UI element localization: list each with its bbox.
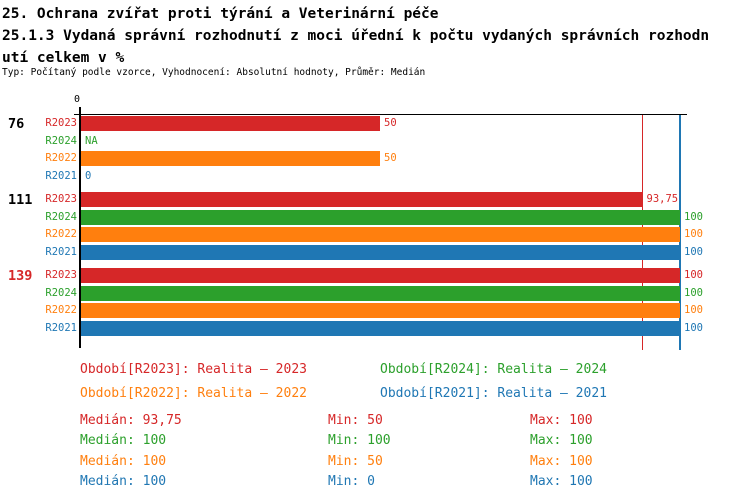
series-row-label: R2024 — [45, 134, 77, 147]
chapter-title: 25. Ochrana zvířat proti týrání a Veteri… — [2, 6, 439, 22]
bar-value-label: 100 — [684, 286, 703, 299]
series-row-label: R2023 — [45, 193, 77, 205]
bar-value-label: 50 — [384, 117, 397, 129]
bar-value-label: 100 — [684, 210, 703, 223]
series-row-label: R2022 — [45, 228, 77, 240]
series-row-label: R2022 — [45, 304, 77, 316]
stat-median: Medián: 100 — [80, 454, 167, 469]
series-row-label: R2023 — [45, 269, 77, 281]
stat-median: Medián: 100 — [80, 433, 167, 448]
legend-entry: Období[R2023]: Realita – 2023 — [80, 362, 307, 377]
bar-value-label: 100 — [684, 269, 703, 281]
y-axis-line — [79, 107, 81, 348]
stat-min: Min: 50 — [328, 413, 383, 428]
group-label: 139 — [8, 268, 33, 284]
group-label: 111 — [8, 192, 33, 208]
x-axis-line — [74, 113, 687, 115]
legend-entry: Období[R2024]: Realita – 2024 — [380, 362, 607, 377]
stat-median: Medián: 100 — [80, 474, 167, 489]
stat-max: Max: 100 — [530, 433, 593, 448]
series-row-label: R2021 — [45, 245, 77, 258]
bar-value-label: 100 — [684, 245, 703, 258]
report-title: 25. Ochrana zvířat proti týrání a Veteri… — [2, 3, 714, 69]
stat-max: Max: 100 — [530, 454, 593, 469]
bar-R2023 — [81, 116, 380, 131]
series-row-label: R2021 — [45, 169, 77, 182]
bar-R2021 — [81, 320, 680, 336]
legend-entry: Období[R2022]: Realita – 2022 — [80, 386, 307, 401]
bar-value-label: 100 — [684, 321, 703, 334]
bar-R2021 — [81, 244, 680, 260]
stat-median: Medián: 93,75 — [80, 413, 182, 428]
bar-R2024 — [81, 285, 680, 301]
bar-value-label: 50 — [384, 152, 397, 164]
stat-min: Min: 0 — [328, 474, 375, 489]
bar-value-label: 0 — [85, 169, 92, 182]
series-row-label: R2024 — [45, 286, 77, 299]
bar-R2022 — [81, 303, 680, 318]
series-row-label: R2023 — [45, 117, 77, 129]
series-row-label: R2024 — [45, 210, 77, 223]
bar-R2022 — [81, 151, 380, 166]
bar-value-label: 100 — [684, 304, 703, 316]
stat-min: Min: 100 — [328, 433, 391, 448]
bar-R2023 — [81, 268, 680, 283]
series-row-label: R2021 — [45, 321, 77, 334]
bar-R2023 — [81, 192, 643, 207]
group-label: 76 — [8, 116, 25, 132]
bar-value-label: 93,75 — [646, 193, 679, 205]
indicator-meta: Typ: Počítaný podle vzorce, Vyhodnocení:… — [2, 67, 426, 78]
legend-entry: Období[R2021]: Realita – 2021 — [380, 386, 607, 401]
indicator-title: 25.1.3 Vydaná správní rozhodnutí z moci … — [2, 28, 710, 66]
stat-max: Max: 100 — [530, 413, 593, 428]
stat-max: Max: 100 — [530, 474, 593, 489]
series-row-label: R2022 — [45, 152, 77, 164]
bar-R2024 — [81, 209, 680, 225]
bar-R2022 — [81, 227, 680, 242]
x-axis-tick-label: 0 — [73, 94, 80, 105]
stat-min: Min: 50 — [328, 454, 383, 469]
bar-value-label: 100 — [684, 228, 703, 240]
bar-value-label: NA — [85, 134, 98, 147]
